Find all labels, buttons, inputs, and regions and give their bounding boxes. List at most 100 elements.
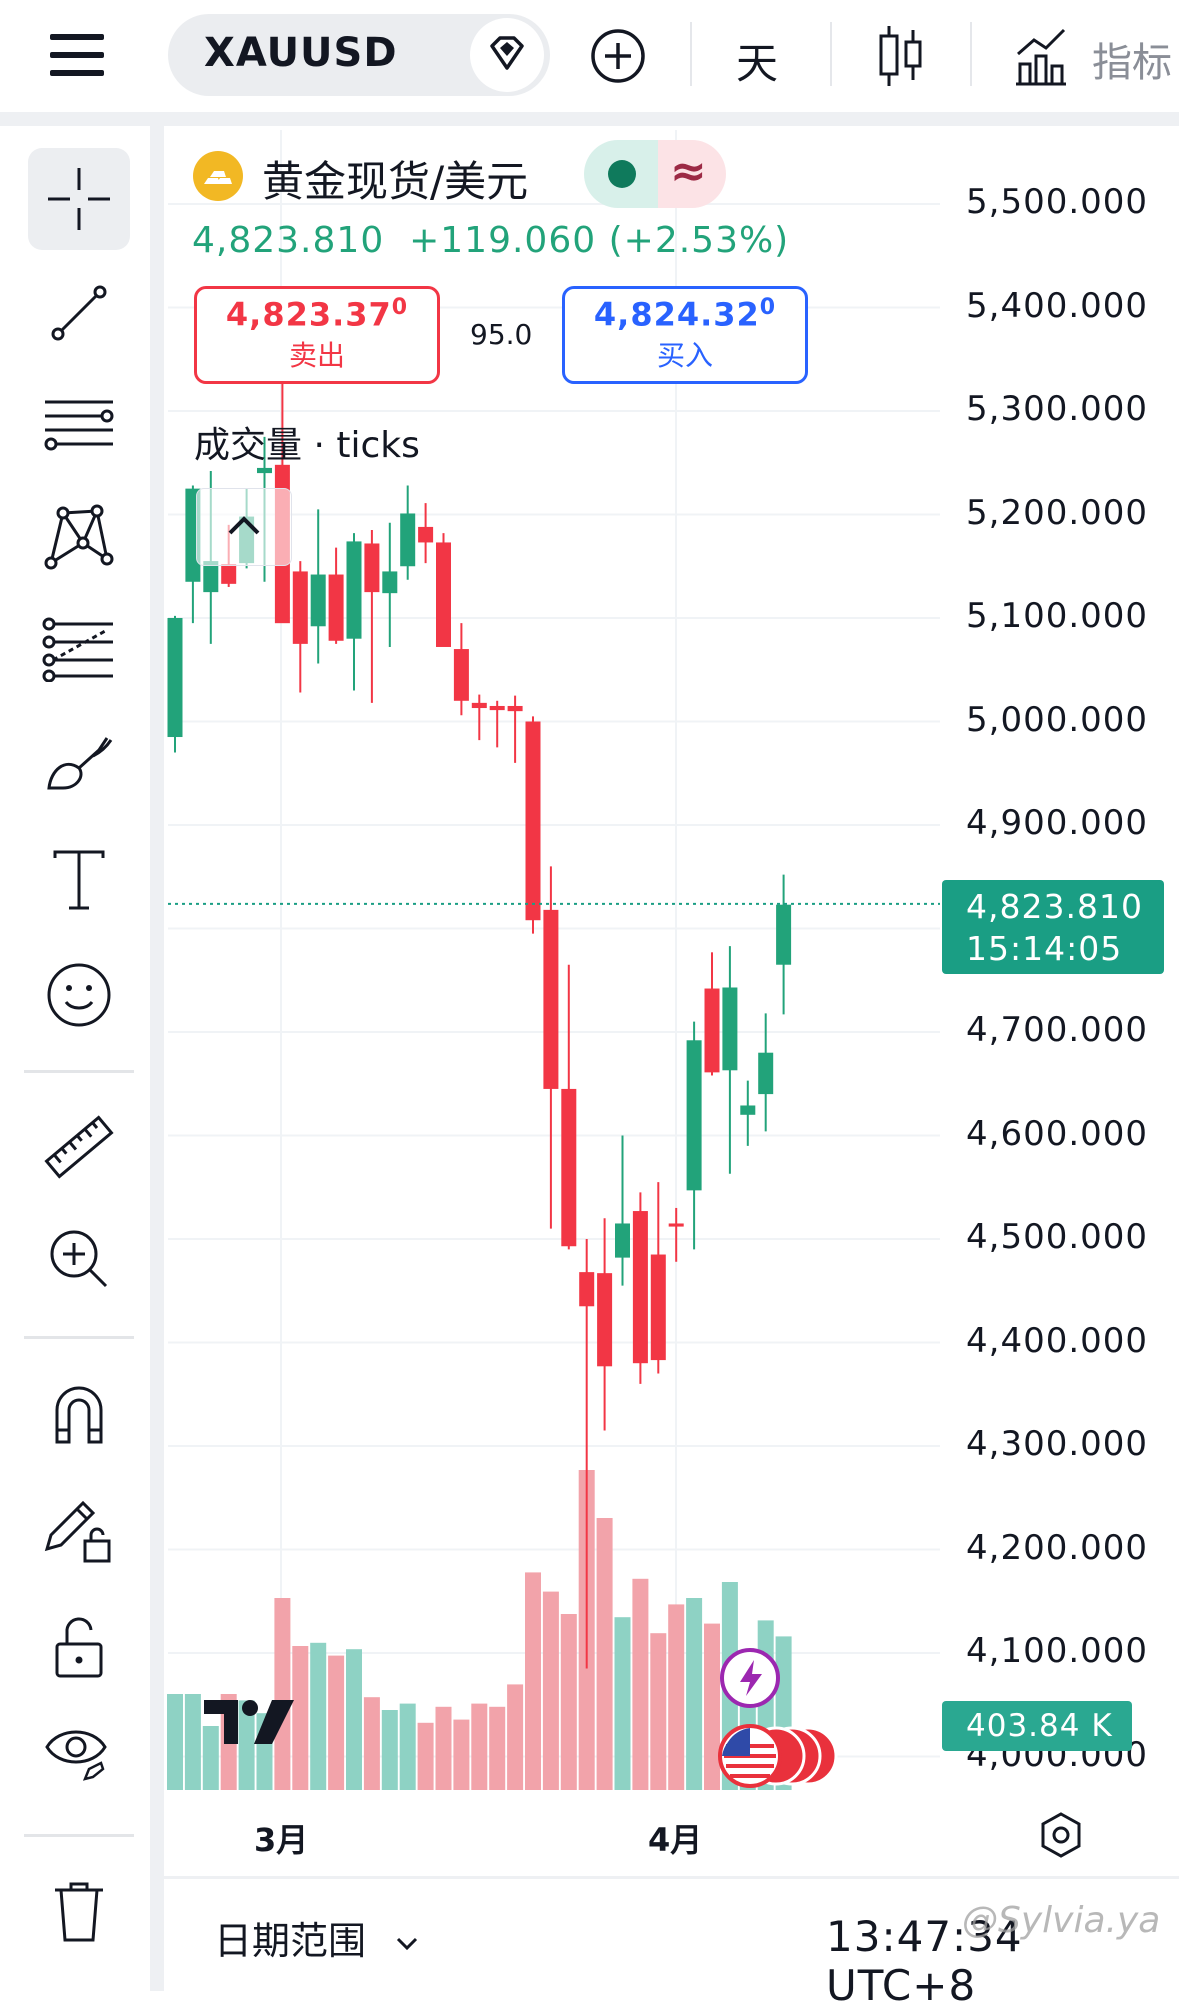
price-axis-label: 5,300.000	[966, 389, 1149, 429]
trendline-tool[interactable]	[28, 262, 130, 364]
volume-bar	[650, 1633, 667, 1790]
chart-type-button[interactable]	[876, 24, 926, 88]
candle-body	[310, 574, 326, 627]
volume-bar	[435, 1706, 452, 1790]
sell-button[interactable]: 4,823.370 卖出	[194, 286, 440, 384]
toolbar-divider	[0, 112, 1179, 126]
us-flag-icon[interactable]	[716, 1722, 840, 1790]
magnet-tool[interactable]	[28, 1362, 130, 1464]
volume-bar	[542, 1591, 559, 1790]
volume-bar	[507, 1684, 524, 1790]
crosshair-tool[interactable]	[28, 148, 130, 250]
volume-bar	[274, 1598, 291, 1790]
candle	[632, 1192, 648, 1384]
candle	[292, 561, 308, 693]
add-symbol-button[interactable]	[590, 28, 646, 84]
buy-button[interactable]: 4,824.320 买入	[562, 286, 808, 384]
unlock-icon	[55, 1617, 103, 1678]
candle-body	[221, 564, 237, 584]
candle-body	[471, 702, 487, 709]
volume-bar	[471, 1703, 488, 1790]
candle	[615, 1135, 630, 1286]
parallel-lines-tool[interactable]	[28, 372, 130, 474]
date-range-button[interactable]: 日期范围	[214, 1910, 420, 1965]
volume-bar	[453, 1719, 470, 1790]
volume-bar	[381, 1710, 398, 1790]
candle-body	[650, 1254, 666, 1361]
volume-bar	[417, 1722, 434, 1790]
volume-bar	[632, 1578, 649, 1790]
brush-icon	[47, 737, 113, 790]
lock-drawing-tool[interactable]	[28, 1478, 130, 1580]
collapse-legend-button[interactable]	[196, 488, 292, 566]
text-icon	[53, 850, 105, 910]
candle-body	[740, 1105, 756, 1115]
candle-body	[543, 909, 559, 1089]
visibility-tool[interactable]	[28, 1700, 130, 1802]
pattern-tool[interactable]	[28, 484, 130, 586]
price-axis-label: 5,400.000	[966, 285, 1149, 326]
remove-drawings-tool[interactable]	[28, 1860, 130, 1962]
candle	[471, 694, 487, 741]
volume-bar	[489, 1706, 506, 1790]
candle	[740, 1080, 756, 1146]
candle-body	[776, 904, 792, 965]
emoji-tool[interactable]	[28, 944, 130, 1046]
candle-body	[722, 987, 738, 1071]
emoji-icon	[47, 963, 111, 1027]
parallel-lines-icon	[44, 400, 114, 451]
fib-tool[interactable]	[28, 596, 130, 698]
instrument-name[interactable]: 黄金现货/美元	[262, 157, 529, 206]
toolbar-separator	[830, 22, 832, 86]
date-range-label: 日期范围	[214, 1919, 367, 1963]
candle-body	[418, 526, 434, 543]
plus-circle-icon	[591, 29, 645, 83]
candle-body	[328, 574, 344, 641]
volume-bar	[399, 1703, 416, 1790]
indicators-label[interactable]: 指标	[1092, 40, 1172, 86]
candle-body	[436, 542, 451, 647]
price-change-percent: (+2.53%)	[608, 220, 790, 261]
eye-icon	[45, 1730, 107, 1781]
candle	[507, 695, 523, 763]
chevron-up-icon	[228, 516, 260, 535]
volume-bar	[202, 1726, 219, 1790]
volume-legend[interactable]: 成交量 · ticks	[194, 425, 420, 466]
candle-body	[758, 1052, 774, 1095]
diamond-icon[interactable]	[470, 18, 544, 92]
indicators-button[interactable]: 指标	[1012, 22, 1179, 92]
symbol-name[interactable]: XAUUSD	[204, 30, 398, 76]
unlock-tool[interactable]	[28, 1596, 130, 1698]
candle	[668, 1207, 684, 1262]
chart-settings-button[interactable]	[1036, 1810, 1086, 1860]
candle	[382, 522, 398, 647]
candle-body	[257, 467, 272, 474]
price-axis-label: 4,700.000	[966, 1010, 1149, 1050]
text-tool[interactable]	[28, 830, 130, 932]
candle	[704, 952, 720, 1076]
candle	[579, 1239, 595, 1669]
candle-body	[704, 988, 720, 1073]
candle-body	[203, 561, 219, 593]
candle-body	[525, 721, 541, 921]
settings-icon	[1041, 1812, 1081, 1858]
bar-countdown: 15:14:05	[966, 929, 1123, 968]
ruler-tool[interactable]	[28, 1096, 130, 1198]
toolbar-separator	[24, 1070, 134, 1073]
price-axis-label: 4,200.000	[966, 1527, 1149, 1568]
candle-body	[453, 649, 469, 701]
tradingview-logo	[202, 1696, 298, 1748]
interval-button[interactable]: 天	[736, 39, 779, 88]
sell-price-pip: 0	[391, 295, 409, 320]
price-axis-label: 5,100.000	[966, 596, 1149, 636]
price-axis-label: 4,600.000	[966, 1113, 1149, 1154]
zoom-tool[interactable]	[28, 1208, 130, 1310]
brush-tool[interactable]	[28, 712, 130, 814]
menu-icon[interactable]	[48, 30, 108, 80]
volume-bar	[346, 1649, 362, 1790]
candle-body	[507, 705, 523, 712]
market-status-pill[interactable]: ≈	[584, 140, 726, 208]
candle-body	[382, 571, 398, 594]
flash-icon[interactable]	[718, 1646, 782, 1710]
volume-bar	[310, 1642, 327, 1790]
